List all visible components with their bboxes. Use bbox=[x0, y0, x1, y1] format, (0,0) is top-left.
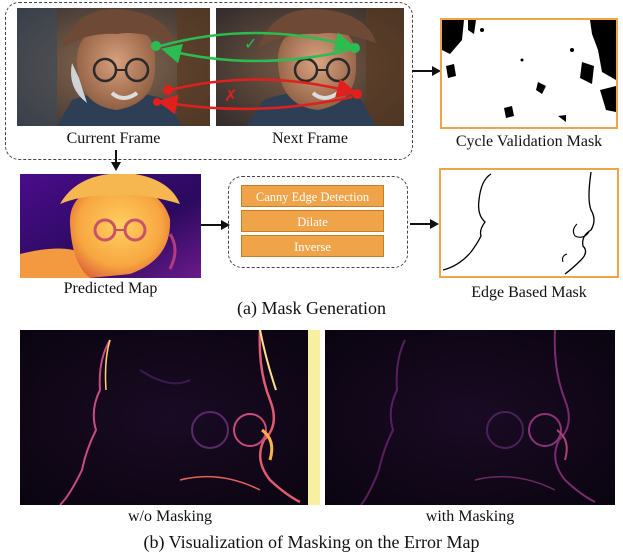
step-inverse: Inverse bbox=[241, 235, 384, 257]
arrow-down-to-predicted bbox=[111, 150, 121, 171]
arrow-to-cycle-mask bbox=[412, 66, 441, 76]
tracking-arrows bbox=[151, 31, 362, 115]
cycle-validation-mask-image bbox=[440, 18, 618, 129]
step-canny-edge-detection: Canny Edge Detection bbox=[241, 185, 384, 207]
edge-based-mask-image bbox=[439, 168, 619, 278]
step-dilate: Dilate bbox=[241, 210, 384, 232]
arrow-to-processing bbox=[201, 220, 230, 230]
with-masking-label: with Masking bbox=[425, 508, 515, 525]
check-mark-icon: ✓ bbox=[244, 34, 258, 53]
cycle-validation-mask-label: Cycle Validation Mask bbox=[455, 133, 603, 150]
edge-based-mask-label: Edge Based Mask bbox=[471, 284, 587, 301]
predicted-map-image bbox=[20, 174, 201, 278]
processing-steps-box: Canny Edge Detection Dilate Inverse bbox=[228, 176, 408, 268]
without-masking-label: w/o Masking bbox=[128, 508, 212, 525]
next-frame-label: Next Frame bbox=[272, 130, 348, 147]
error-map-with-masking bbox=[325, 330, 615, 505]
arrow-to-edge-mask bbox=[410, 219, 439, 229]
mask-generation-caption: (a) Mask Generation bbox=[237, 298, 386, 318]
cross-mark-icon: ✗ bbox=[224, 86, 238, 105]
frames-group-box bbox=[5, 2, 413, 160]
current-frame-label: Current Frame bbox=[66, 130, 161, 147]
error-map-without-masking bbox=[20, 330, 320, 505]
error-map-caption: (b) Visualization of Masking on the Erro… bbox=[143, 532, 480, 552]
predicted-map-label: Predicted Map bbox=[63, 280, 158, 297]
